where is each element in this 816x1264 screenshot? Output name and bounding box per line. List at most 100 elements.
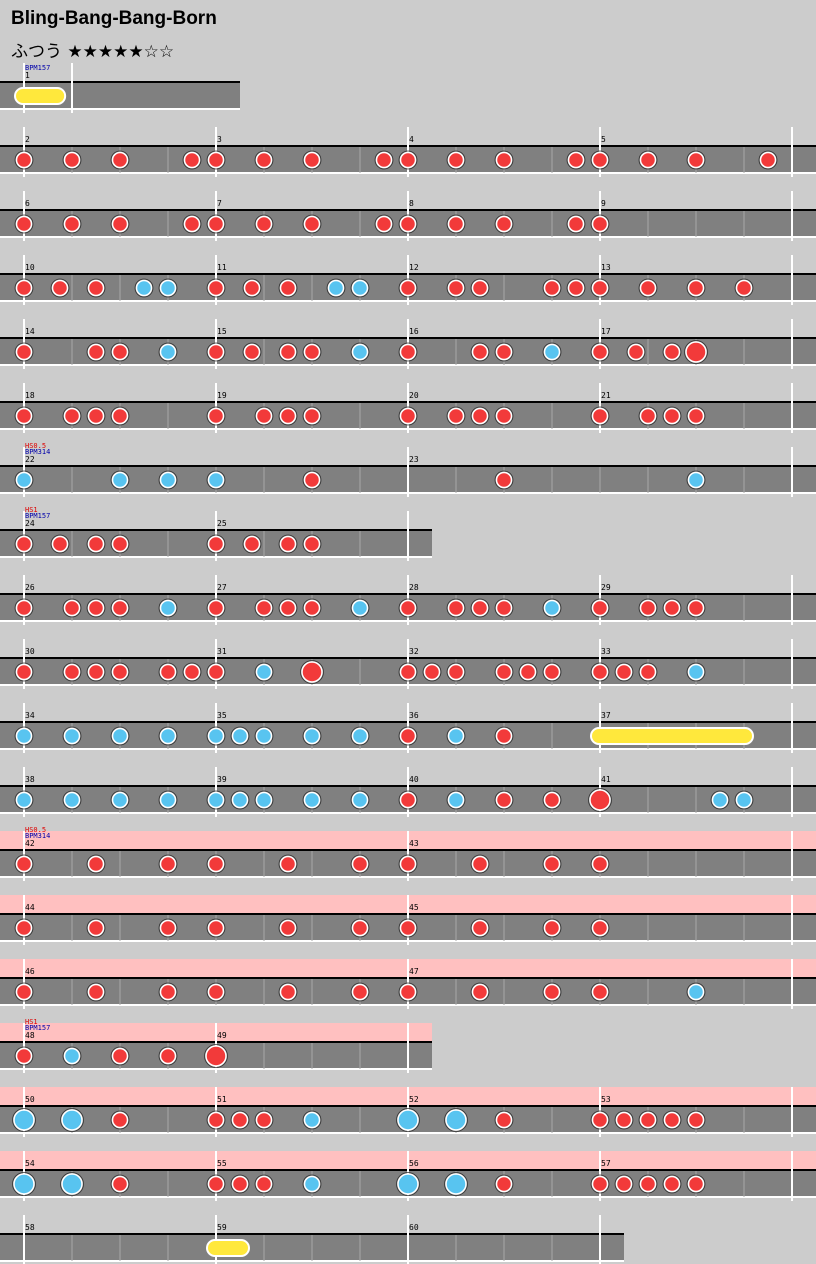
don-note: [543, 279, 561, 297]
note-outline: [686, 470, 706, 490]
ka-note: [15, 791, 33, 809]
note-outline: [494, 662, 514, 682]
ka-note: [63, 727, 81, 745]
don-note: [375, 151, 393, 169]
note-outline: [14, 150, 34, 170]
note-outline: [398, 342, 418, 362]
note-outline: [206, 342, 226, 362]
don-note: [207, 535, 225, 553]
measure-number: 20: [409, 391, 419, 400]
note-outline: [686, 1174, 706, 1194]
note-outline: [470, 406, 490, 426]
measure-number: 50: [25, 1095, 35, 1104]
don-note: [111, 599, 129, 617]
don-note: [279, 599, 297, 617]
don-note: [615, 663, 633, 681]
measure-number: 21: [601, 391, 611, 400]
note-outline: [494, 598, 514, 618]
note-outline: [686, 662, 706, 682]
ka-note: [351, 599, 369, 617]
measure-number: 36: [409, 711, 419, 720]
don-note: [471, 279, 489, 297]
measure-number: 48: [25, 1031, 35, 1040]
note-outline: [350, 854, 370, 874]
note-outline: [62, 214, 82, 234]
note-outline: [470, 342, 490, 362]
ka-note: [303, 791, 321, 809]
don-note: [243, 279, 261, 297]
measure-number: 58: [25, 1223, 35, 1232]
note-outline: [350, 790, 370, 810]
don-note: [15, 983, 33, 1001]
don-note: [87, 407, 105, 425]
note-outline: [254, 406, 274, 426]
don-note: [279, 535, 297, 553]
measure-number: 46: [25, 967, 35, 976]
note-outline: [158, 278, 178, 298]
note-outline: [86, 534, 106, 554]
don-note: [471, 919, 489, 937]
note-outline: [12, 1108, 36, 1132]
measure-number: 42: [25, 839, 35, 848]
measure-number: 27: [217, 583, 227, 592]
measure-number: 13: [601, 263, 611, 272]
don-note: [495, 1175, 513, 1193]
note-outline: [204, 1044, 228, 1068]
ka-note: [159, 599, 177, 617]
difficulty-line: ふつう ★★★★★☆☆: [11, 37, 174, 62]
ka-note: [543, 599, 561, 617]
don-note: [687, 1175, 705, 1193]
note-outline: [566, 214, 586, 234]
note-outline: [446, 790, 466, 810]
ka-note: [327, 279, 345, 297]
note-outline: [278, 342, 298, 362]
note-outline: [374, 150, 394, 170]
note-outline: [110, 470, 130, 490]
don-note: [15, 407, 33, 425]
note-outline: [398, 406, 418, 426]
don-note: [279, 855, 297, 873]
note-outline: [86, 982, 106, 1002]
note-outline: [444, 1172, 468, 1196]
don-note: [591, 407, 609, 425]
don-note: [15, 279, 33, 297]
ka-note: [735, 791, 753, 809]
don-note: [375, 215, 393, 233]
note-outline: [14, 214, 34, 234]
don-note: [207, 1175, 225, 1193]
note-outline: [350, 982, 370, 1002]
note-outline: [158, 342, 178, 362]
note-outline: [86, 662, 106, 682]
note-outline: [542, 278, 562, 298]
ka-note: [447, 727, 465, 745]
scroll-speed-label: HS1: [25, 506, 38, 514]
don-note: [471, 855, 489, 873]
don-note: [111, 343, 129, 361]
note-outline: [158, 598, 178, 618]
don-note: [591, 663, 609, 681]
ka-note: [63, 791, 81, 809]
note-outline: [110, 1110, 130, 1130]
note-outline: [734, 278, 754, 298]
don-note: [183, 215, 201, 233]
don-note: [447, 599, 465, 617]
note-outline: [110, 598, 130, 618]
note-outline: [590, 150, 610, 170]
note-outline: [14, 598, 34, 618]
note-outline: [350, 598, 370, 618]
note-outline: [302, 534, 322, 554]
don-note: [495, 151, 513, 169]
don-note: [15, 855, 33, 873]
bpm-label: BPM314: [25, 832, 50, 840]
big-ka-note: [445, 1109, 467, 1131]
don-note: [111, 535, 129, 553]
don-note: [111, 663, 129, 681]
don-note: [279, 983, 297, 1001]
note-outline: [302, 1110, 322, 1130]
don-note: [663, 1175, 681, 1193]
note-outline: [62, 1046, 82, 1066]
ka-note: [231, 727, 249, 745]
don-note: [519, 663, 537, 681]
note-outline: [686, 278, 706, 298]
note-outline: [206, 406, 226, 426]
